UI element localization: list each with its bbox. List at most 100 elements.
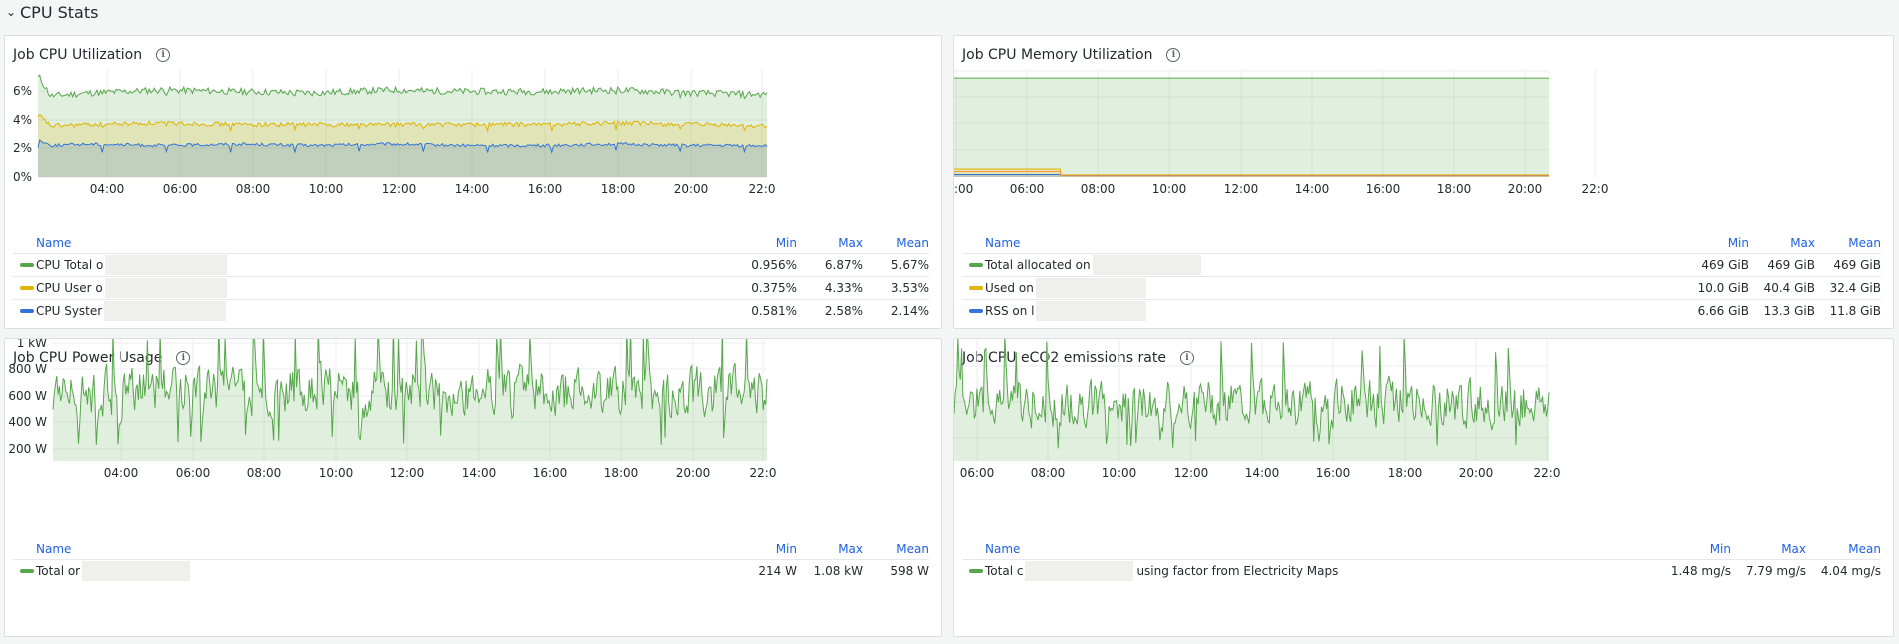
redacted-text [105, 255, 228, 275]
x-tick-label: 18:00 [1388, 466, 1423, 480]
legend-header-max[interactable]: Max [838, 236, 863, 250]
legend-min: 0.375% [751, 281, 797, 295]
x-tick-label: 06:00 [1010, 182, 1045, 196]
panel-header[interactable]: Job CPU Power Usage i [13, 347, 191, 369]
x-tick-label: 20:00 [1508, 182, 1543, 196]
x-tick-label: 18:00 [604, 466, 639, 480]
legend-series-name[interactable]: Total c [985, 564, 1024, 578]
legend-header-max[interactable]: Max [1781, 542, 1806, 556]
legend-row[interactable]: CPU Total o 0.956% 6.87% 5.67% [13, 253, 929, 276]
x-tick-label: 18:00 [1437, 182, 1472, 196]
legend-header-max[interactable]: Max [838, 542, 863, 556]
legend-header-mean[interactable]: Mean [1848, 542, 1881, 556]
panel-cpu-eco2-emissions: Job CPU eCO2 emissions rate i 2 mg/s4 mg… [953, 338, 1894, 637]
x-tick-label: 22:0 [1582, 182, 1609, 196]
x-tick-label: 08:00 [1081, 182, 1116, 196]
panel-header[interactable]: Job CPU Utilization i [13, 44, 171, 66]
y-tick-label: 400 W [8, 415, 47, 429]
series-line-mem-extra [954, 171, 1549, 177]
info-icon[interactable]: i [1179, 351, 1194, 365]
legend-header-max[interactable]: Max [1790, 236, 1815, 250]
x-tick-label: 06:00 [960, 466, 995, 480]
legend-row[interactable]: Total or 214 W 1.08 kW 598 W [13, 559, 929, 582]
legend-header-min[interactable]: Min [1709, 542, 1731, 556]
legend-row[interactable]: CPU Syster 0.581% 2.58% 2.14% [13, 299, 929, 322]
redacted-text [1036, 301, 1147, 321]
legend-header-name[interactable]: Name [985, 542, 1021, 556]
legend-mean: 598 W [890, 564, 929, 578]
panel-title: Job CPU Power Usage [13, 350, 163, 366]
legend-series-name[interactable]: CPU Syster [36, 304, 103, 318]
x-tick-label: 08:00 [247, 466, 282, 480]
x-tick-label: 04:00 [104, 466, 139, 480]
chart-cpu-utilization[interactable]: 0% 2% 4% 6% 04:00 06:00 08:00 10:00 12:00 14:00 16… [5, 36, 942, 236]
legend: Name Min Max Mean CPU Total o 0.956% 6.8… [13, 233, 929, 322]
redacted-text [104, 278, 227, 298]
legend-header-mean[interactable]: Mean [1848, 236, 1881, 250]
x-tick-label: 06:00 [176, 466, 211, 480]
series-color-swatch [20, 263, 34, 267]
panel-title: Job CPU Utilization [13, 47, 143, 63]
legend-header-name[interactable]: Name [985, 236, 1021, 250]
legend-series-name[interactable]: CPU Total o [36, 258, 104, 272]
x-tick-label: 16:00 [1366, 182, 1401, 196]
panel-header[interactable]: Job CPU Memory Utilization i [962, 44, 1181, 66]
legend-header-name[interactable]: Name [36, 236, 72, 250]
legend-series-name[interactable]: CPU User o [36, 281, 103, 295]
series-color-swatch [20, 286, 34, 290]
legend-series-name-suffix[interactable]: using factor from Electricity Maps [1136, 564, 1339, 578]
legend-max: 6.87% [824, 258, 863, 272]
legend-series-name[interactable]: Total allocated on [985, 258, 1091, 272]
legend-header-min[interactable]: Min [775, 542, 797, 556]
series-color-swatch [969, 263, 983, 267]
legend-min: 469 GiB [1701, 258, 1749, 272]
legend-series-name[interactable]: Used on [985, 281, 1034, 295]
info-icon[interactable]: i [156, 48, 171, 62]
x-tick-label: 16:00 [1316, 466, 1351, 480]
legend-row[interactable]: CPU User o 0.375% 4.33% 3.53% [13, 276, 929, 299]
legend-header-mean[interactable]: Mean [896, 542, 929, 556]
legend-max: 1.08 kW [813, 564, 863, 578]
chart-cpu-eco2-emissions[interactable]: 2 mg/s4 mg/s6 mg/s8 mg/s04:0006:0008:001… [954, 339, 1894, 539]
panel-cpu-memory-utilization: Job CPU Memory Utilization i 0 B128 GiB2… [953, 35, 1894, 329]
series-area-cpu-2 [38, 140, 767, 177]
series-color-swatch [969, 569, 983, 573]
x-tick-label: 06:00 [163, 182, 198, 196]
panel-header[interactable]: Job CPU eCO2 emissions rate i [962, 347, 1194, 369]
legend-row[interactable]: Total c using factor from Electricity Map… [962, 559, 1881, 582]
series-line-cpu-0 [37, 74, 768, 100]
y-tick-label: 1 kW [17, 339, 47, 350]
legend-header-mean[interactable]: Mean [896, 236, 929, 250]
y-tick-label: 0% [13, 170, 32, 184]
legend-header: Name Min Max Mean [962, 539, 1881, 559]
redacted-text [1092, 255, 1201, 275]
panel-title: Job CPU Memory Utilization [962, 47, 1153, 63]
info-icon[interactable]: i [176, 351, 191, 365]
legend-min: 0.581% [751, 304, 797, 318]
legend-row[interactable]: Total allocated on 469 GiB 469 GiB 469 G… [962, 253, 1881, 276]
x-tick-label: 10:00 [319, 466, 354, 480]
chart-cpu-memory-utilization[interactable]: 0 B128 GiB256 GiB384 GiB512 GiB04:0006:0… [954, 36, 1894, 236]
info-icon[interactable]: i [1166, 48, 1181, 62]
x-tick-label: 14:00 [1295, 182, 1330, 196]
x-tick-label: 20:00 [1459, 466, 1494, 480]
legend-series-name[interactable]: Total or [36, 564, 81, 578]
legend-header-min[interactable]: Min [1727, 236, 1749, 250]
series-line-cpu-1 [37, 113, 768, 133]
x-tick-label: 16:00 [528, 182, 563, 196]
legend-row[interactable]: RSS on l 6.66 GiB 13.3 GiB 11.8 GiB [962, 299, 1881, 322]
x-tick-label: 12:00 [1174, 466, 1209, 480]
legend-max: 13.3 GiB [1763, 304, 1815, 318]
legend-header-min[interactable]: Min [775, 236, 797, 250]
y-tick-label: 6% [13, 84, 32, 98]
panel-cpu-utilization: Job CPU Utilization i 0% 2% 4% 6% 04:00 06:00… [4, 35, 942, 329]
x-tick-label: 10:00 [1102, 466, 1137, 480]
legend-header: Name Min Max Mean [13, 233, 929, 253]
legend-header-name[interactable]: Name [36, 542, 72, 556]
chevron-down-icon[interactable]: ⌄ [6, 5, 17, 19]
legend-row[interactable]: Used on 10.0 GiB 40.4 GiB 32.4 GiB [962, 276, 1881, 299]
row-header-cpu-stats[interactable]: ⌄ CPU Stats [6, 0, 98, 24]
legend-series-name[interactable]: RSS on l [985, 304, 1035, 318]
x-tick-label: 20:00 [674, 182, 709, 196]
chart-cpu-power-usage[interactable]: 200 W 400 W 600 W 800 W 1 kW 04:00 06:00 08:00 1… [5, 339, 942, 539]
